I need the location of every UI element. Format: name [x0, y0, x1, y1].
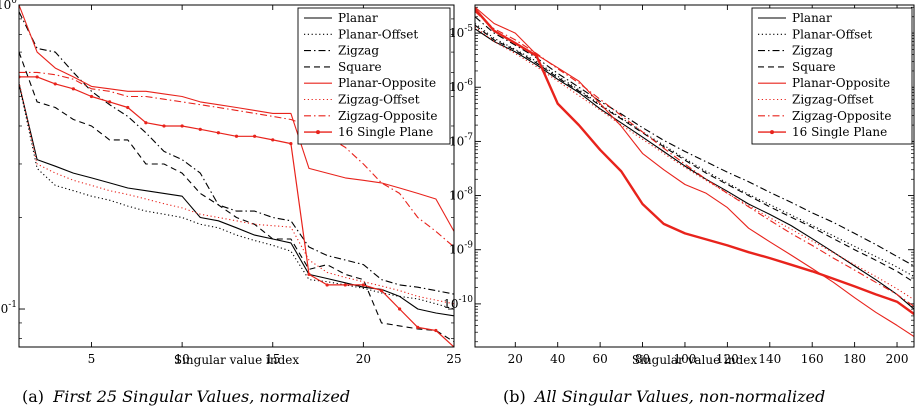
- plot-frame: [18, 4, 455, 348]
- data-point: [234, 134, 239, 138]
- caption-b-label: (b): [503, 387, 526, 406]
- data-point: [53, 82, 57, 86]
- data-point: [162, 124, 166, 128]
- legend-label: Planar-Opposite: [792, 76, 890, 90]
- legend-label: Planar-Opposite: [338, 76, 436, 90]
- x-tick-label: 100: [674, 352, 697, 366]
- x-tick-label: 40: [550, 352, 565, 366]
- data-point: [89, 94, 94, 99]
- legend-label: Zigzag: [792, 44, 833, 58]
- legend-label: 16 Single Plane: [338, 125, 433, 139]
- series-line-16-single-plane: [475, 8, 914, 315]
- x-tick-label: 80: [635, 352, 650, 366]
- data-point: [343, 283, 347, 287]
- x-tick-label: 20: [508, 352, 523, 366]
- series-line-planar-offset: [475, 23, 914, 277]
- y-tick-label: 10-1: [0, 300, 17, 316]
- data-point: [126, 105, 130, 110]
- x-tick-label: 160: [801, 352, 824, 366]
- series-line-square: [19, 51, 454, 343]
- data-point: [416, 325, 420, 330]
- x-tick-label: 120: [716, 352, 739, 366]
- data-point: [180, 124, 184, 128]
- legend-label: Planar-Offset: [338, 27, 418, 41]
- series-line-zigzag: [475, 16, 914, 267]
- legend: Planar Planar-Offset Zigzag Square Planar-Op…: [751, 7, 913, 145]
- legend-label: Zigzag-Opposite: [338, 109, 437, 123]
- series-line-square: [475, 24, 914, 283]
- x-tick-label: 5: [88, 352, 96, 366]
- legend-label: Zigzag-Offset: [338, 93, 420, 107]
- x-tick-label: 200: [886, 352, 909, 366]
- legend-label: Square: [338, 60, 382, 74]
- x-tick-label: 180: [843, 352, 866, 366]
- y-tick-label: 10-7: [449, 132, 473, 148]
- series-line-planar: [475, 28, 914, 310]
- data-point: [144, 121, 148, 125]
- legend-label: Planar-Offset: [792, 27, 872, 41]
- legend-label: Zigzag-Opposite: [792, 109, 891, 123]
- data-point: [307, 272, 311, 276]
- legend-label: Zigzag: [338, 44, 379, 58]
- legend-marker: [316, 130, 320, 135]
- data-point: [398, 307, 402, 311]
- data-point: [379, 288, 384, 293]
- data-point: [271, 138, 275, 142]
- x-tick-label: 60: [592, 352, 607, 366]
- y-tick-label: 10-6: [449, 78, 473, 94]
- x-tick-label: 25: [446, 352, 461, 366]
- x-tick-label: 10: [174, 352, 189, 366]
- caption-a-text: First 25 Singular Values, normalized: [53, 387, 351, 406]
- y-tick-label: 10-9: [449, 241, 473, 257]
- caption-b-text: All Singular Values, non-normalized: [534, 387, 826, 406]
- x-tick-label: 140: [758, 352, 781, 366]
- legend-label: Square: [792, 60, 836, 74]
- x-tick-label: 20: [356, 352, 371, 366]
- data-point: [198, 127, 202, 131]
- legend-box: [751, 7, 913, 145]
- legend-label: Planar: [338, 11, 378, 25]
- caption-a-label: (a): [22, 387, 45, 406]
- data-point: [216, 131, 220, 135]
- legend-marker: [770, 130, 774, 135]
- legend-label: 16 Single Plane: [792, 125, 887, 139]
- data-point: [325, 283, 329, 287]
- series-line-planar-offset: [19, 83, 454, 310]
- series-line-zigzag: [19, 11, 454, 295]
- caption-a: (a) First 25 Singular Values, normalized: [22, 387, 350, 406]
- legend-label: Zigzag-Offset: [792, 93, 874, 107]
- y-tick-label: 10-5: [449, 24, 473, 40]
- x-tick-label: 15: [265, 352, 280, 366]
- data-point: [361, 283, 365, 287]
- plot-frame: [474, 4, 915, 348]
- chart-panel-b: 10-5 10-6 10-7 10-8 10-9 10-10 20 40 60 80 100 120 1…: [443, 4, 915, 367]
- y-tick-label: 100: [0, 0, 17, 12]
- y-tick-label: 10-10: [443, 295, 473, 311]
- data-point: [253, 134, 257, 138]
- caption-b: (b) All Singular Values, non-normalized: [503, 387, 825, 406]
- legend: Planar Planar-Offset Zigzag Square Planar-Op…: [297, 7, 451, 145]
- legend-label: Planar: [792, 11, 832, 25]
- data-point: [289, 142, 293, 146]
- data-point: [108, 100, 112, 104]
- series-line-zigzag-opposite: [19, 71, 454, 248]
- data-point: [71, 87, 75, 91]
- data-point: [35, 75, 39, 79]
- chart-panel-a: 100 10-1 5 10 15 20 25 Singular value index Plan…: [0, 0, 462, 367]
- series-line-zigzag-opposite: [475, 11, 914, 307]
- series-line-planar-opposite: [19, 5, 454, 232]
- x-axis-label: Singular value index: [174, 353, 300, 367]
- x-axis-label: Singular value index: [632, 353, 758, 367]
- legend-box: [297, 7, 451, 145]
- data-point: [434, 328, 438, 333]
- y-tick-label: 10-8: [449, 187, 473, 203]
